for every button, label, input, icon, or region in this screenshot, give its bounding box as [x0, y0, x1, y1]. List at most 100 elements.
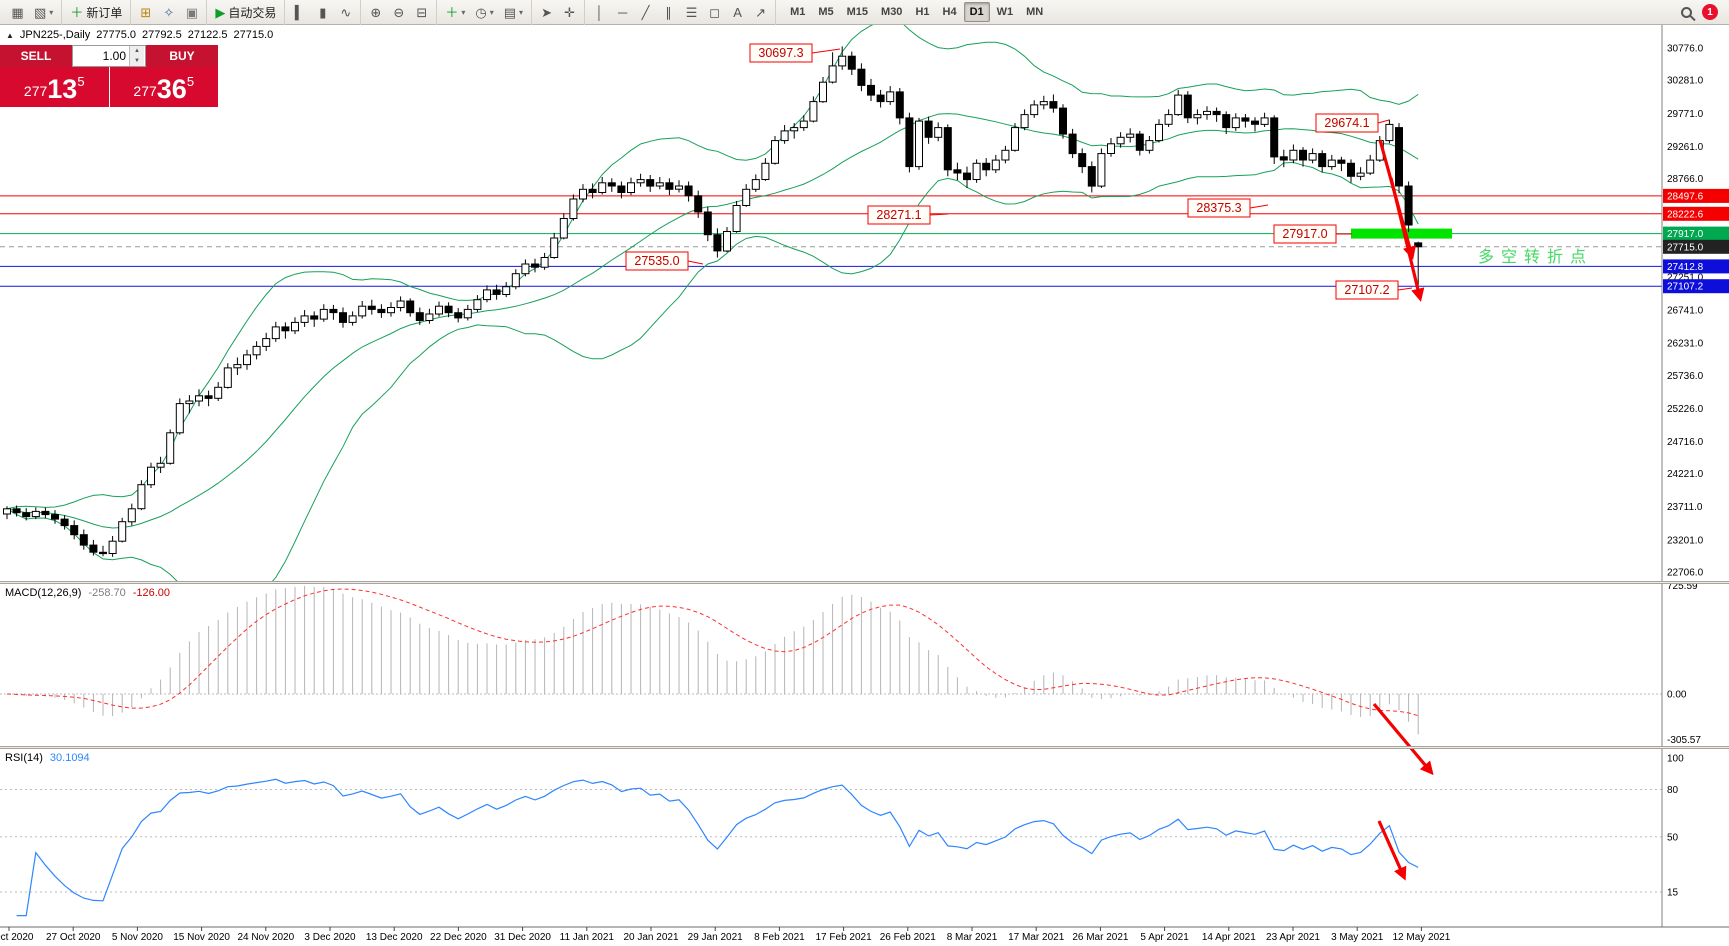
turning-point-annotation[interactable]: 多空转折点 [1478, 248, 1593, 266]
toolbar-groups: ▦ ▧ ▾ ＋新订单 ⊞ ✧ ▣ ▶ 自动交易 ▍ ▮ ∿ ⊕ ⊖ ⊟ ＋ ▾ ◷ ▾ ▤ ▾ ➤ ✛ │ ─ ╱ ∥ ☰ ◻ A ↗ [3, 0, 777, 25]
line-chart-button[interactable]: ∿ [335, 2, 356, 23]
bar-chart-button[interactable]: ▍ [289, 2, 310, 23]
vertical-line-button[interactable]: │ [589, 2, 610, 23]
macd-signal-line [6, 588, 1419, 717]
time-axis-label: 31 Dec 2020 [494, 932, 551, 943]
new-chart-button[interactable]: ▦ [7, 2, 28, 23]
macd-axis-label: -305.57 [1667, 735, 1701, 746]
timeframe-d1-button[interactable]: D1 [963, 2, 990, 22]
tile-windows-icon: ⊟ [416, 4, 428, 20]
new-order-button-label: 新订单 [86, 5, 123, 20]
macd-label: MACD(12,26,9) -258.70 -126.00 [5, 587, 170, 599]
time-axis-label: 17 Feb 2021 [816, 932, 873, 943]
cursor-button[interactable]: ➤ [536, 2, 557, 23]
time-axis-label: 26 Mar 2021 [1072, 932, 1129, 943]
svg-text:27412.8: 27412.8 [1667, 262, 1704, 273]
fibonacci-button[interactable]: ☰ [681, 2, 702, 23]
trendline-button[interactable]: ╱ [635, 2, 656, 23]
volume-up-button[interactable]: ▲ [130, 46, 144, 56]
terminal-button[interactable]: ▣ [181, 2, 202, 23]
time-axis-label: 27 Oct 2020 [46, 932, 101, 943]
autotrading-button-label: 自动交易 [228, 5, 277, 20]
search-icon[interactable] [1681, 6, 1692, 18]
timeframe-h4-button[interactable]: H4 [942, 6, 957, 18]
autotrading-icon: ▶ [215, 4, 226, 20]
timeframe-w1-button[interactable]: W1 [996, 6, 1014, 18]
arrows-button[interactable]: ↗ [750, 2, 771, 23]
navigator-button[interactable]: ✧ [158, 2, 179, 23]
fibonacci-icon: ☰ [685, 4, 698, 20]
navigator-icon: ✧ [163, 4, 175, 20]
price-axis-label: 25736.0 [1667, 371, 1704, 382]
price-callout-29674.1[interactable]: 29674.1 [1315, 113, 1390, 133]
rsi-name: RSI(14) [5, 752, 43, 764]
trend-arrow[interactable] [1389, 177, 1425, 302]
time-axis-label: 11 Jan 2021 [560, 932, 615, 943]
timeframe-m30-button[interactable]: M30 [881, 6, 903, 18]
price-tag-27917.0 [1663, 226, 1729, 241]
line-chart-icon: ∿ [340, 4, 352, 20]
autotrading-button[interactable]: ▶ 自动交易 [211, 2, 280, 23]
timeframe-m1-button[interactable]: M1 [790, 6, 806, 18]
buy-price-button[interactable]: 277 36 5 [109, 67, 218, 107]
volume-down-button[interactable]: ▼ [130, 56, 144, 66]
price-axis-label: 24716.0 [1667, 437, 1704, 448]
timeframe-mn-button[interactable]: MN [1026, 6, 1044, 18]
price-tag-28222.6 [1663, 206, 1729, 221]
pane-splitter-1[interactable] [0, 581, 1729, 584]
vertical-line-icon: │ [595, 4, 604, 20]
price-axis-label: 23201.0 [1667, 535, 1704, 546]
price-callout-28271.1[interactable]: 28271.1 [867, 205, 949, 225]
new-order-button[interactable]: ＋新订单 [66, 2, 126, 23]
profiles-button[interactable]: ▧ ▾ [30, 2, 57, 23]
buy-button[interactable]: BUY [146, 45, 218, 67]
zoom-in-button[interactable]: ⊕ [365, 2, 386, 23]
templates-button[interactable]: ▤ ▾ [500, 2, 527, 23]
collapse-panel-icon[interactable]: ▲ [6, 30, 14, 40]
volume-input[interactable] [73, 46, 129, 66]
zoom-out-button[interactable]: ⊖ [388, 2, 409, 23]
time-axis-label: 8 Mar 2021 [947, 932, 998, 943]
shapes-button[interactable]: ◻ [704, 2, 725, 23]
price-axis-label: 24221.0 [1667, 469, 1704, 480]
periods-button[interactable]: ◷ ▾ [471, 2, 497, 23]
svg-text:27107.2: 27107.2 [1344, 283, 1389, 297]
price-callout-27535.0[interactable]: 27535.0 [625, 251, 704, 271]
buy-price-prefix: 277 [133, 83, 157, 99]
toolbar-group: ⊞ ✧ ▣ [131, 0, 208, 25]
sell-price-big: 13 [47, 74, 78, 104]
trend-arrow[interactable] [1372, 702, 1434, 776]
timeframe-m15-button[interactable]: M15 [846, 6, 869, 18]
price-callout-28375.3[interactable]: 28375.3 [1187, 198, 1269, 218]
crosshair-button[interactable]: ✛ [559, 2, 580, 23]
new-order-icon: ＋ [70, 4, 84, 20]
candlestick-chart-button[interactable]: ▮ [312, 2, 333, 23]
open-value: 27775.0 [96, 29, 136, 41]
timeframe-m5-button[interactable]: M5 [818, 6, 834, 18]
timeframe-h1-button[interactable]: H1 [915, 6, 930, 18]
tile-windows-button[interactable]: ⊟ [411, 2, 432, 23]
channel-icon: ∥ [665, 4, 672, 20]
horizontal-line-button[interactable]: ─ [612, 2, 633, 23]
toolbar-group: ➤ ✛ [532, 0, 586, 25]
channel-button[interactable]: ∥ [658, 2, 679, 23]
pane-splitter-2[interactable] [0, 746, 1729, 749]
indicators-button[interactable]: ＋ ▾ [441, 2, 469, 23]
sell-price-button[interactable]: 277 13 5 [0, 67, 109, 107]
svg-text:27715.0: 27715.0 [1667, 242, 1704, 253]
volume-spinner: ▲ ▼ [129, 46, 144, 66]
time-axis-label: 17 Mar 2021 [1008, 932, 1065, 943]
market-watch-button[interactable]: ⊞ [135, 2, 156, 23]
sell-button[interactable]: SELL [0, 45, 72, 67]
svg-text:28497.6: 28497.6 [1667, 191, 1704, 202]
trend-arrow[interactable] [1377, 820, 1407, 881]
price-callout-27107.2[interactable]: 27107.2 [1335, 280, 1413, 300]
new-chart-icon: ▦ [11, 4, 24, 20]
support-highlight-rect[interactable] [1351, 228, 1452, 239]
price-callout-27917.0[interactable]: 27917.0 [1273, 224, 1352, 244]
text-button[interactable]: A [727, 2, 748, 23]
rsi-line [16, 778, 1419, 917]
price-callout-30697.3[interactable]: 30697.3 [749, 43, 841, 63]
chart-canvas[interactable]: 30776.0 30281.0 29771.0 29261.0 28766.0 27251… [0, 25, 1729, 946]
notification-badge[interactable]: 1 [1702, 4, 1718, 20]
